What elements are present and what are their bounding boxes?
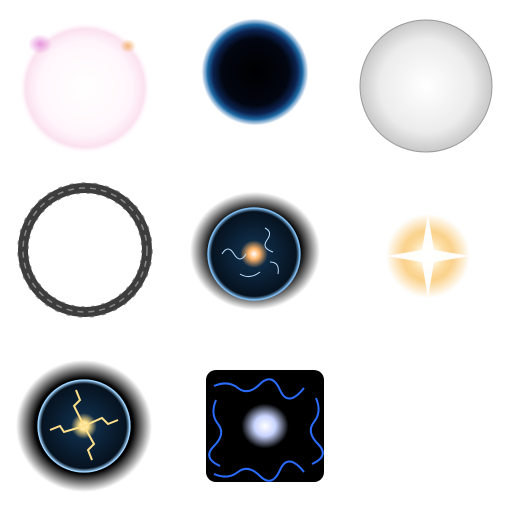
black-hole-orb-icon: [201, 18, 309, 126]
orange-star-flare-icon: [386, 214, 470, 298]
frame-orange-star-flare: [340, 170, 510, 340]
frame-empty: [340, 340, 510, 510]
frame-black-hole-orb: [170, 0, 340, 170]
frame-blue-lightning-square: [170, 340, 340, 510]
soft-pink-glow-orb-icon: [19, 22, 151, 154]
electric-bubble-dark-icon: [190, 192, 320, 310]
blue-lightning-square-icon: [206, 370, 324, 482]
frame-white-sphere: [340, 0, 510, 170]
dark-ring-icon: [17, 182, 153, 318]
white-sphere-icon: [359, 19, 493, 153]
electric-bubble-gold-icon: [16, 360, 152, 492]
frame-soft-pink-glow-orb: [0, 0, 170, 170]
frame-electric-bubble-dark: [170, 170, 340, 340]
frame-dark-ring: [0, 170, 170, 340]
frame-electric-bubble-gold: [0, 340, 170, 510]
